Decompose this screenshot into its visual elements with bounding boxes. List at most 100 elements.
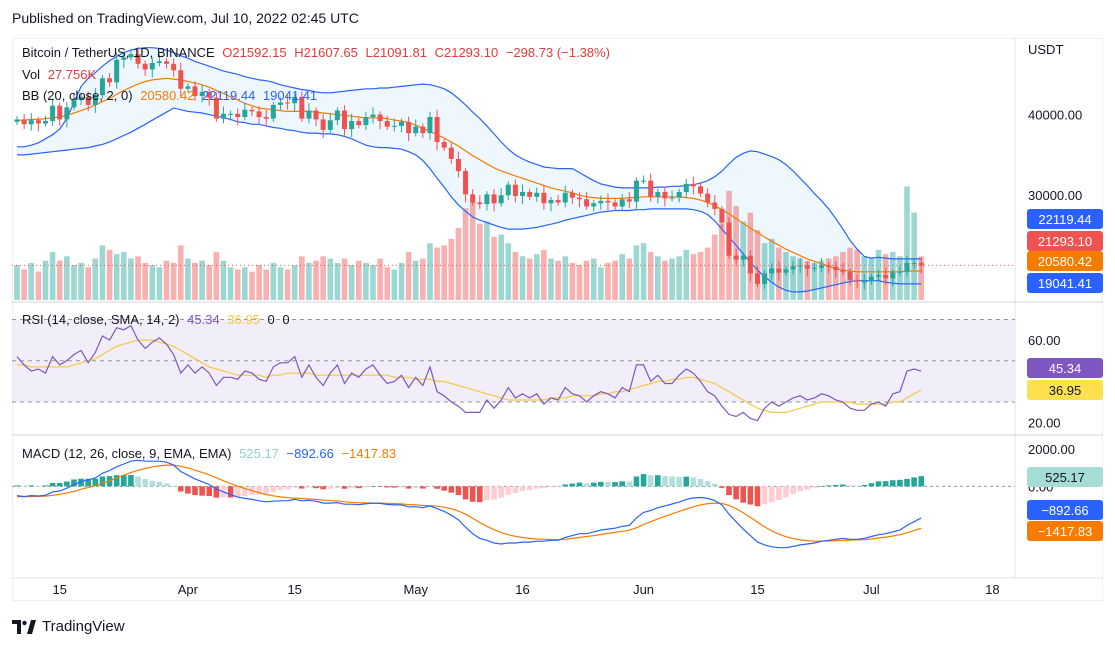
- volume-bar: [263, 269, 269, 300]
- chart-canvas[interactable]: USDT40000.0030000.0060.0020.002000.000.0…: [11, 37, 1104, 602]
- time-tick-label: Apr: [178, 582, 199, 597]
- volume-bar: [462, 208, 469, 300]
- candle-body: [135, 54, 141, 64]
- volume-bar: [797, 258, 803, 300]
- candle-body: [14, 119, 20, 122]
- volume-bar: [669, 258, 675, 300]
- macd-hist-bar: [804, 486, 811, 490]
- macd-hist-bar: [14, 485, 20, 487]
- volume-bar: [341, 258, 348, 300]
- macd-hist-bar: [861, 485, 868, 487]
- volume-bar: [598, 267, 604, 300]
- volume-bar: [647, 251, 654, 300]
- volume-bar: [128, 258, 134, 300]
- macd-hist-bar: [284, 486, 291, 490]
- volume-bar: [434, 247, 440, 300]
- macd-hist-bar: [455, 486, 462, 496]
- macd-hist-bar: [612, 482, 618, 487]
- volume-bar: [655, 256, 661, 300]
- candle-body: [662, 191, 668, 199]
- candle-body: [541, 192, 547, 204]
- macd-hist-bar: [754, 486, 761, 507]
- macd-hist-bar: [270, 486, 277, 492]
- candle-body: [199, 92, 205, 97]
- candle-body: [78, 96, 84, 101]
- macd-hist-bar: [633, 476, 640, 487]
- rsi-line: [16, 324, 922, 422]
- candle-body: [477, 202, 483, 205]
- time-tick-label: Jun: [633, 582, 654, 597]
- candle-body: [719, 208, 725, 223]
- chart-container[interactable]: USDT40000.0030000.0060.0020.002000.000.0…: [11, 37, 1104, 602]
- macd-hist-bar: [355, 486, 362, 489]
- candle-body: [391, 125, 397, 127]
- candle-body: [92, 95, 98, 105]
- high-value: H21607.65: [294, 45, 358, 60]
- volume-bar: [135, 256, 141, 300]
- macd-hist-bar: [412, 486, 419, 489]
- volume-bar: [249, 271, 255, 300]
- candle-body: [270, 104, 276, 119]
- candle-body: [149, 62, 155, 70]
- macd-hist-bar: [904, 478, 910, 487]
- candle-body: [562, 192, 568, 203]
- macd-hist-bar: [320, 486, 326, 490]
- macd-hist-bar: [512, 486, 519, 494]
- macd-hist-bar: [719, 486, 725, 488]
- candle-body: [463, 171, 469, 195]
- candle-body: [349, 121, 355, 130]
- volume-bar: [106, 249, 113, 300]
- candle-body: [726, 222, 732, 256]
- candle-body: [747, 255, 753, 274]
- macd-hist-bar: [49, 482, 56, 487]
- macd-hist-bar: [768, 486, 775, 503]
- volume-bar: [690, 254, 697, 300]
- macd-hist-bar: [526, 486, 533, 491]
- macd-hist-bar: [505, 486, 512, 495]
- macd-hist-bar: [847, 485, 853, 487]
- candle-body: [285, 102, 291, 104]
- macd-hist-bar: [640, 474, 647, 487]
- volume-bar: [427, 243, 433, 300]
- macd-hist-bar: [740, 486, 747, 503]
- volume-bar: [918, 256, 925, 300]
- volume-bar: [299, 256, 305, 300]
- macd-hist-bar: [427, 486, 433, 487]
- macd-hist-bar: [363, 486, 369, 488]
- volume-bar: [676, 256, 682, 300]
- candle-body: [277, 102, 283, 105]
- volume-bar: [21, 269, 27, 300]
- rsi-sma-line: [17, 339, 922, 413]
- tag-bb-lower: 19041.41: [1027, 273, 1103, 293]
- candle-body: [733, 255, 739, 260]
- volume-bar: [562, 256, 569, 300]
- candle-body: [185, 86, 191, 89]
- macd-hist-bar: [71, 479, 77, 487]
- macd-hist-bar: [797, 486, 803, 492]
- tag-signal: −1417.83: [1027, 521, 1103, 541]
- candle-body: [605, 200, 611, 203]
- tradingview-logo[interactable]: TradingView: [12, 618, 125, 635]
- macd-hist-bar: [747, 486, 754, 505]
- candle-body: [897, 271, 903, 273]
- macd-hist-bar: [655, 475, 661, 487]
- rsi-value: 45.34: [187, 312, 220, 327]
- macd-hist-bar: [85, 478, 91, 487]
- candle-body: [107, 78, 113, 83]
- macd-hist-bar: [64, 481, 70, 487]
- macd-hist-bar: [875, 481, 882, 487]
- candle-body: [712, 202, 718, 209]
- macd-hist-bar: [889, 480, 896, 487]
- macd-hist-bar: [92, 478, 99, 487]
- candle-body: [811, 267, 817, 269]
- bb-basis-line: [17, 77, 922, 273]
- candle-body: [313, 110, 319, 120]
- volume-bar: [398, 262, 405, 300]
- candle-body: [384, 121, 390, 127]
- macd-hist-bar: [370, 486, 376, 487]
- candle-body: [769, 268, 775, 274]
- volume-bar: [256, 265, 262, 300]
- volume-bar: [177, 245, 184, 300]
- price-tick-label: 30000.00: [1028, 188, 1082, 203]
- candle-body: [505, 184, 511, 196]
